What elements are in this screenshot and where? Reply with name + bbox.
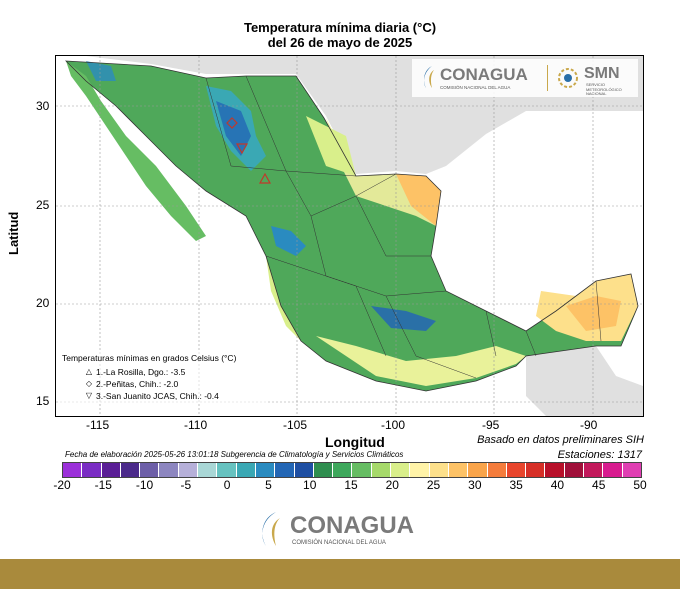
smn-wordmark: SMN [584,65,620,82]
colorbar-tick-label: 20 [385,478,399,492]
x-tick-115: -115 [86,418,110,432]
colorbar-swatch [140,463,160,477]
colorbar-swatch [313,463,334,477]
footer-band [0,559,680,589]
colorbar-swatch [371,463,392,477]
x-tick-105: -105 [283,418,308,432]
colorbar-swatch [275,463,295,477]
data-basis-note: Basado en datos preliminares SIH [477,434,644,446]
x-tick-100: -100 [381,418,406,432]
x-tick-110: -110 [184,418,208,432]
colorbar-swatch [603,463,623,477]
diamond-icon: ◇ [85,379,93,388]
colorbar-swatch [178,463,199,477]
colorbar-swatch [333,463,353,477]
y-tick-30: 30 [36,99,50,113]
colorbar-tick-label: 35 [509,478,523,492]
colorbar-swatch [622,463,641,477]
colorbar-swatch [410,463,430,477]
colorbar-tick-label: -10 [135,478,154,492]
colorbar-swatch [294,463,314,477]
x-tick-95: -95 [482,418,500,432]
y-tick-25: 25 [36,198,50,212]
colorbar-tick-label: -15 [94,478,112,492]
y-axis-label: Latitud [6,211,21,255]
colorbar-tick-label: 30 [468,478,482,492]
y-tick-20: 20 [36,296,50,310]
map-title: Temperatura mínima diaria (°C) del 26 de… [0,20,680,50]
conagua-wordmark: CONAGUA [440,65,528,84]
colorbar-swatch [63,463,83,477]
colorbar-tick-label: 50 [633,478,647,492]
colorbar-swatch [236,463,256,477]
colorbar-swatch [526,463,546,477]
legend-item-3: ▽ 3.-San Juanito JCAS, Chih.: -0.4 [62,390,262,402]
header-logos: CONAGUA COMISIÓN NACIONAL DEL AGUA SMN S… [412,59,638,97]
mexico-mainland [66,61,638,391]
x-tick-90: -90 [580,418,598,432]
colorbar-swatch [159,463,179,477]
station-legend: Temperaturas mínimas en grados Celsius (… [58,350,266,404]
x-axis-label: Longitud [325,434,385,450]
colorbar-tick-label: 10 [303,478,317,492]
colorbar-swatch [101,463,121,477]
station-2-marker [226,117,238,129]
colorbar-swatch [391,463,411,477]
triangle-up-icon: △ [85,367,93,376]
legend-title: Temperaturas mínimas en grados Celsius (… [62,353,237,363]
elaboration-note: Fecha de elaboración 2025-05-26 13:01:18… [65,450,404,459]
station-1-marker [258,172,272,184]
colorbar-swatch [545,463,565,477]
colorbar-swatch [564,463,585,477]
station-markers [226,117,272,184]
colorbar-swatch [487,463,507,477]
colorbar [62,462,642,478]
colorbar-swatch [584,463,604,477]
station-3-marker [235,143,249,155]
colorbar-swatch [506,463,527,477]
footer-conagua-subtitle: COMISIÓN NACIONAL DEL AGUA [292,540,386,546]
conagua-footer-icon [262,512,280,546]
title-line-1: Temperatura mínima diaria (°C) [243,20,437,35]
logo-divider [547,65,548,91]
colorbar-swatch [217,463,237,477]
central-america-land [526,346,643,416]
conagua-logo-icon [424,66,434,88]
smn-subtitle: SERVICIO METEOROLÓGICO NACIONAL [586,82,622,96]
colorbar-tick-label: 5 [265,478,272,492]
colorbar-swatch [352,463,372,477]
colorbar-swatch [255,463,276,477]
colorbar-swatch [120,463,141,477]
smn-logo-icon [558,68,578,88]
stations-count: Estaciones: 1317 [557,449,642,461]
triangle-down-icon: ▽ [85,391,93,400]
colorbar-swatch [429,463,449,477]
conagua-subtitle: COMISIÓN NACIONAL DEL AGUA [440,85,511,90]
colorbar-swatch [198,463,218,477]
footer-conagua-wordmark: CONAGUA [290,512,414,539]
colorbar-tick-label: 15 [344,478,358,492]
colorbar-swatch [448,463,469,477]
state-boundaries [205,75,602,379]
legend-item-2: ◇ 2.-Peñitas, Chih.: -2.0 [62,378,262,390]
colorbar-tick-label: 0 [223,478,231,492]
colorbar-tick-label: 25 [426,478,441,492]
colorbar-tick-label: 45 [592,478,606,492]
title-line-2: del 26 de mayo de 2025 [267,35,413,50]
colorbar-tick-label: 40 [550,478,565,492]
colorbar-swatch [468,463,488,477]
mexico-border [64,60,639,392]
legend-item-1: △ 1.-La Rosilla, Dgo.: -3.5 [62,366,262,378]
colorbar-tick-label: -5 [180,478,192,492]
colorbar-swatch [82,463,102,477]
y-tick-15: 15 [36,394,50,408]
colorbar-tick-label: -20 [53,478,71,492]
